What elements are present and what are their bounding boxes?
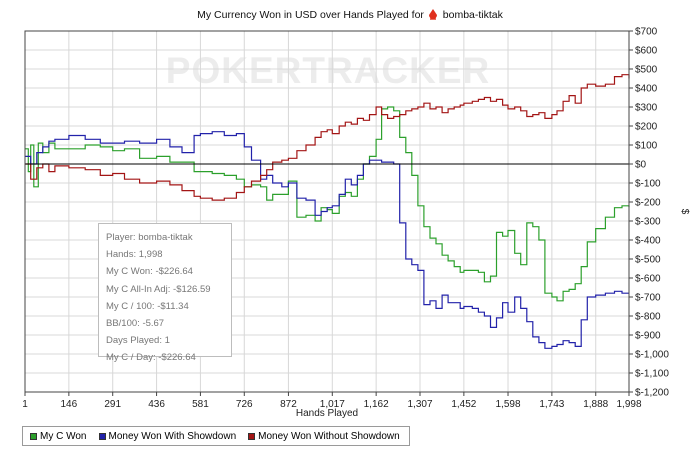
y-tick-label: $700 <box>635 27 658 38</box>
y-tick-label: $-400 <box>635 236 661 247</box>
x-tick-label: 1 <box>22 399 28 410</box>
series-line-0 <box>25 106 630 302</box>
y-tick-label: $100 <box>635 141 658 152</box>
x-tick-label: 1,743 <box>539 399 564 410</box>
info-player: Player: bomba-tiktak <box>106 232 193 243</box>
info-days-played: Days Played: 1 <box>106 335 170 347</box>
y-tick-label: $-200 <box>635 198 661 209</box>
legend-label: Money Won With Showdown <box>108 430 237 442</box>
x-tick-label: 1,307 <box>407 399 432 410</box>
y-tick-label: $-1,100 <box>635 369 669 380</box>
watermark: POKERTRACKER <box>166 50 490 91</box>
x-tick-label: 1,598 <box>496 399 521 410</box>
x-axis-label: Hands Played <box>296 408 358 419</box>
y-axis-label: $ <box>679 209 690 215</box>
y-tick-label: $-700 <box>635 293 661 304</box>
series-line-1 <box>25 131 629 349</box>
y-tick-label: $-1,200 <box>635 388 669 399</box>
x-tick-label: 581 <box>192 399 209 410</box>
chart-title: My Currency Won in USD over Hands Played… <box>0 9 700 21</box>
y-tick-label: $400 <box>635 84 658 95</box>
y-tick-label: $500 <box>635 65 658 76</box>
y-tick-label: $-1,000 <box>635 350 669 361</box>
info-c-per-day: My C / Day: -$226.64 <box>106 352 196 364</box>
info-hands: Hands: 1,998 <box>106 249 163 261</box>
x-tick-label: 436 <box>148 399 165 410</box>
legend-label: My C Won <box>40 430 87 442</box>
y-tick-label: $-600 <box>635 274 661 285</box>
y-tick-label: $200 <box>635 122 658 133</box>
y-tick-label: $-800 <box>635 312 661 323</box>
legend-swatch-blue <box>98 432 106 440</box>
legend-swatch-green <box>30 432 37 440</box>
y-tick-label: $-300 <box>635 217 661 228</box>
y-tick-label: $0 <box>635 160 647 171</box>
y-tick-label: $600 <box>635 46 658 57</box>
legend-item-without-showdown[interactable]: Money Won Without Showdown <box>248 431 400 442</box>
x-tick-label: 146 <box>61 399 78 410</box>
x-tick-label: 872 <box>280 399 297 410</box>
info-bb-per-100: BB/100: -5.67 <box>106 317 165 329</box>
plot-frame <box>24 30 630 393</box>
info-allin-adj: My C All-In Adj: -$126.59 <box>106 283 211 295</box>
x-tick-label: 1,162 <box>364 399 389 410</box>
y-tick-label: $-500 <box>635 255 661 266</box>
legend-item-with-showdown[interactable]: Money Won With Showdown <box>98 430 237 442</box>
player-info-box: Player: bomba-tiktak Hands: 1,998 My C W… <box>98 223 232 363</box>
chart-title-player: bomba-tiktak <box>442 9 503 21</box>
chart-title-prefix: My Currency Won in USD over Hands Played… <box>197 9 424 21</box>
chart-legend: My C Won Money Won With Showdown Money W… <box>22 426 410 446</box>
info-c-won: My C Won: -$226.64 <box>106 266 193 278</box>
x-tick-label: 1,017 <box>320 399 345 410</box>
legend-item-my-c-won[interactable]: My C Won <box>30 431 87 442</box>
x-tick-label: 291 <box>104 399 121 410</box>
x-tick-label: 726 <box>236 399 253 410</box>
x-tick-label: 1,888 <box>583 399 608 410</box>
info-c-per-100: My C / 100: -$11.34 <box>106 300 189 312</box>
y-tick-label: $300 <box>635 103 658 114</box>
poker-chip-icon <box>428 9 437 20</box>
y-tick-label: $-900 <box>635 331 661 342</box>
x-tick-label: 1,452 <box>451 399 476 410</box>
x-tick-label: 1,998 <box>616 399 641 410</box>
series-line-2 <box>25 74 630 201</box>
legend-label: Money Won Without Showdown <box>258 430 400 442</box>
legend-swatch-red <box>248 432 256 440</box>
y-tick-label: $-100 <box>635 179 661 190</box>
